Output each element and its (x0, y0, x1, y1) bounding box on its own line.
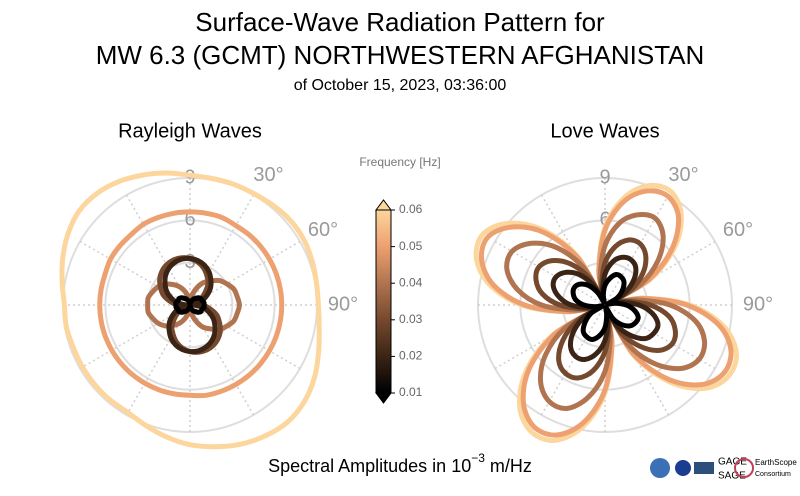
theta-grid-line (79, 240, 191, 306)
footer-base: 10 (451, 456, 471, 476)
colorbar-extend (375, 199, 392, 211)
logo-text: EarthScope (755, 458, 797, 467)
theta-tick-label: 60° (308, 219, 338, 241)
theta-tick-label: 60° (723, 219, 753, 241)
radiation-curve (97, 209, 285, 399)
radiation-curve (173, 295, 207, 315)
polar-title: Rayleigh Waves (118, 120, 262, 142)
r-tick-label: 6 (599, 209, 610, 231)
footer: Spectral Amplitudes in 10−3 m/Hz (268, 451, 532, 476)
theta-grid-line (604, 304, 716, 370)
logo-text: GAGE (718, 457, 747, 468)
title-line: Surface-Wave Radiation Pattern for (195, 7, 605, 37)
footer-unit: m/Hz (485, 456, 532, 476)
radiation-curve (533, 237, 678, 381)
footer-text: Spectral Amplitudes in (268, 456, 451, 476)
logo-text: SAGE (718, 471, 746, 482)
logo-icon (694, 462, 714, 474)
polar-title: Love Waves (550, 120, 659, 142)
grid-circle (104, 219, 276, 391)
logo-icon (734, 458, 754, 478)
subtitle: of October 15, 2023, 03:36:00 (294, 77, 507, 94)
colorbar-tick-label: 0.04 (399, 275, 423, 289)
radiation-curve (478, 188, 734, 438)
theta-tick-label: 90° (328, 293, 358, 315)
footer-exponent: −3 (471, 451, 485, 465)
logos: GAGE SAGE EarthScope Consortium (650, 457, 797, 482)
colorbar-extend (375, 392, 392, 404)
radiation-curve (550, 254, 661, 362)
radiation-curve (162, 255, 218, 355)
colorbar-tick-label: 0.06 (399, 202, 423, 216)
colorbar (375, 209, 392, 394)
colorbar-tick-label: 0.01 (399, 385, 423, 399)
title-line: MW 6.3 (GCMT) NORTHWESTERN AFGHANISTAN (96, 40, 705, 70)
colorbar-tick-label: 0.05 (399, 239, 423, 253)
colorbar-title: Frequency [Hz] (359, 155, 440, 169)
r-tick-label: 6 (184, 209, 195, 231)
colorbar-tick-label: 0.03 (399, 312, 423, 326)
radiation-curve (570, 271, 641, 343)
r-tick-label: 9 (599, 166, 610, 188)
theta-tick-label: 30° (253, 164, 283, 186)
theta-tick-label: 90° (743, 293, 773, 315)
logo-icon (675, 460, 691, 476)
theta-tick-label: 30° (668, 164, 698, 186)
theta-grid-line (189, 304, 301, 370)
theta-grid-line (540, 304, 606, 416)
colorbar-tick-label: 0.02 (399, 349, 423, 363)
r-tick-label: 3 (184, 251, 195, 273)
radiation-curve (59, 170, 322, 450)
logo-icon (650, 458, 670, 478)
logo-text: Consortium (755, 471, 791, 478)
radiation-curve (504, 212, 708, 412)
theta-grid-line (604, 194, 670, 306)
